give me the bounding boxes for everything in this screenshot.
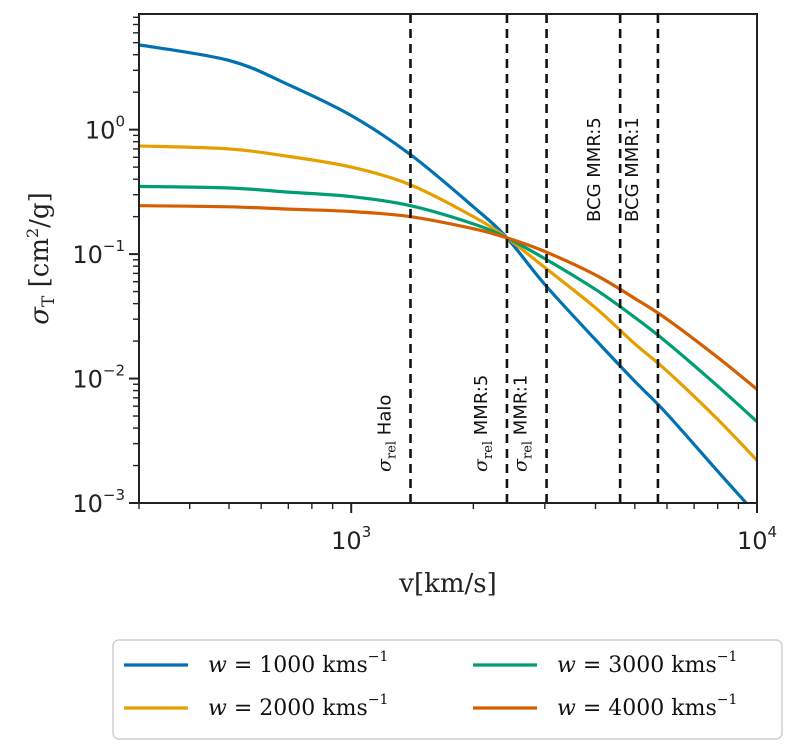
- y-tick-label: 10−2: [72, 362, 125, 394]
- series-line-w1000: [139, 43, 749, 503]
- y-tick-label: 100: [85, 113, 125, 145]
- y-tick-label: 10−1: [72, 237, 125, 269]
- x-tick-label: 103: [331, 523, 371, 555]
- series-line-w3000: [139, 184, 757, 423]
- vline-label-1: σrel Halo: [373, 395, 399, 472]
- x-axis-label: v[km/s]: [398, 569, 497, 599]
- legend-label-w4000: w = 4000 kms−1: [557, 692, 737, 721]
- legend-label-w1000: w = 1000 kms−1: [208, 649, 388, 678]
- vline-label-3: σrel MMR:1: [510, 375, 536, 472]
- legend-label-w2000: w = 2000 kms−1: [208, 692, 388, 721]
- vline-label-2: σrel MMR:5: [470, 375, 496, 472]
- x-tick-label: 104: [737, 523, 777, 555]
- y-axis-label: σT [cm2/g]: [23, 192, 59, 324]
- legend-box: [112, 639, 783, 740]
- series-line-w4000: [139, 204, 757, 391]
- legend-label-w3000: w = 3000 kms−1: [557, 649, 737, 678]
- vline-label-4: BCG MMR:5: [584, 117, 605, 222]
- vline-label-5: BCG MMR:1: [622, 117, 643, 222]
- plot-frame: [138, 13, 758, 504]
- y-tick-label: 10−3: [72, 486, 125, 518]
